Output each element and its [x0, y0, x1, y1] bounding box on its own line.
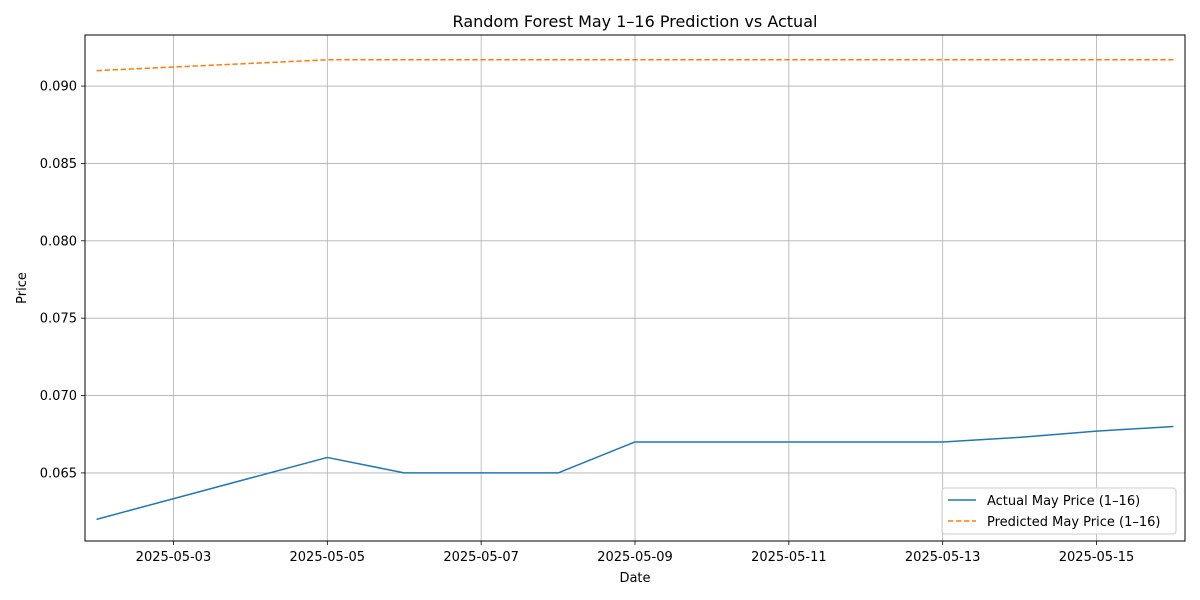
x-tick-label: 2025-05-03 [136, 550, 212, 565]
x-tick-label: 2025-05-15 [1059, 550, 1135, 565]
y-axis-label: Price [15, 272, 30, 304]
x-axis-label: Date [619, 571, 650, 586]
x-tick-label: 2025-05-09 [597, 550, 673, 565]
series-line-predicted [96, 59, 1174, 72]
chart-title: Random Forest May 1–16 Prediction vs Act… [453, 12, 818, 31]
series-line-actual [96, 425, 1174, 521]
y-tick-label: 0.065 [40, 466, 77, 481]
legend: Actual May Price (1–16) Predicted May Pr… [941, 487, 1177, 535]
legend-label-predicted: Predicted May Price (1–16) [987, 515, 1160, 530]
axis-ticks: 2025-05-03 2025-05-05 2025-05-07 2025-05-09… [40, 80, 1135, 565]
series-lines [96, 59, 1174, 521]
y-tick-label: 0.090 [40, 80, 77, 95]
x-tick-label: 2025-05-13 [905, 550, 981, 565]
y-tick-label: 0.085 [40, 157, 77, 172]
y-tick-label: 0.075 [40, 312, 77, 327]
x-tick-label: 2025-05-07 [443, 550, 519, 565]
y-tick-label: 0.070 [40, 389, 77, 404]
legend-box [941, 487, 1177, 535]
legend-label-actual: Actual May Price (1–16) [987, 494, 1140, 509]
y-tick-label: 0.080 [40, 234, 77, 249]
x-tick-label: 2025-05-11 [751, 550, 827, 565]
x-tick-label: 2025-05-05 [290, 550, 366, 565]
